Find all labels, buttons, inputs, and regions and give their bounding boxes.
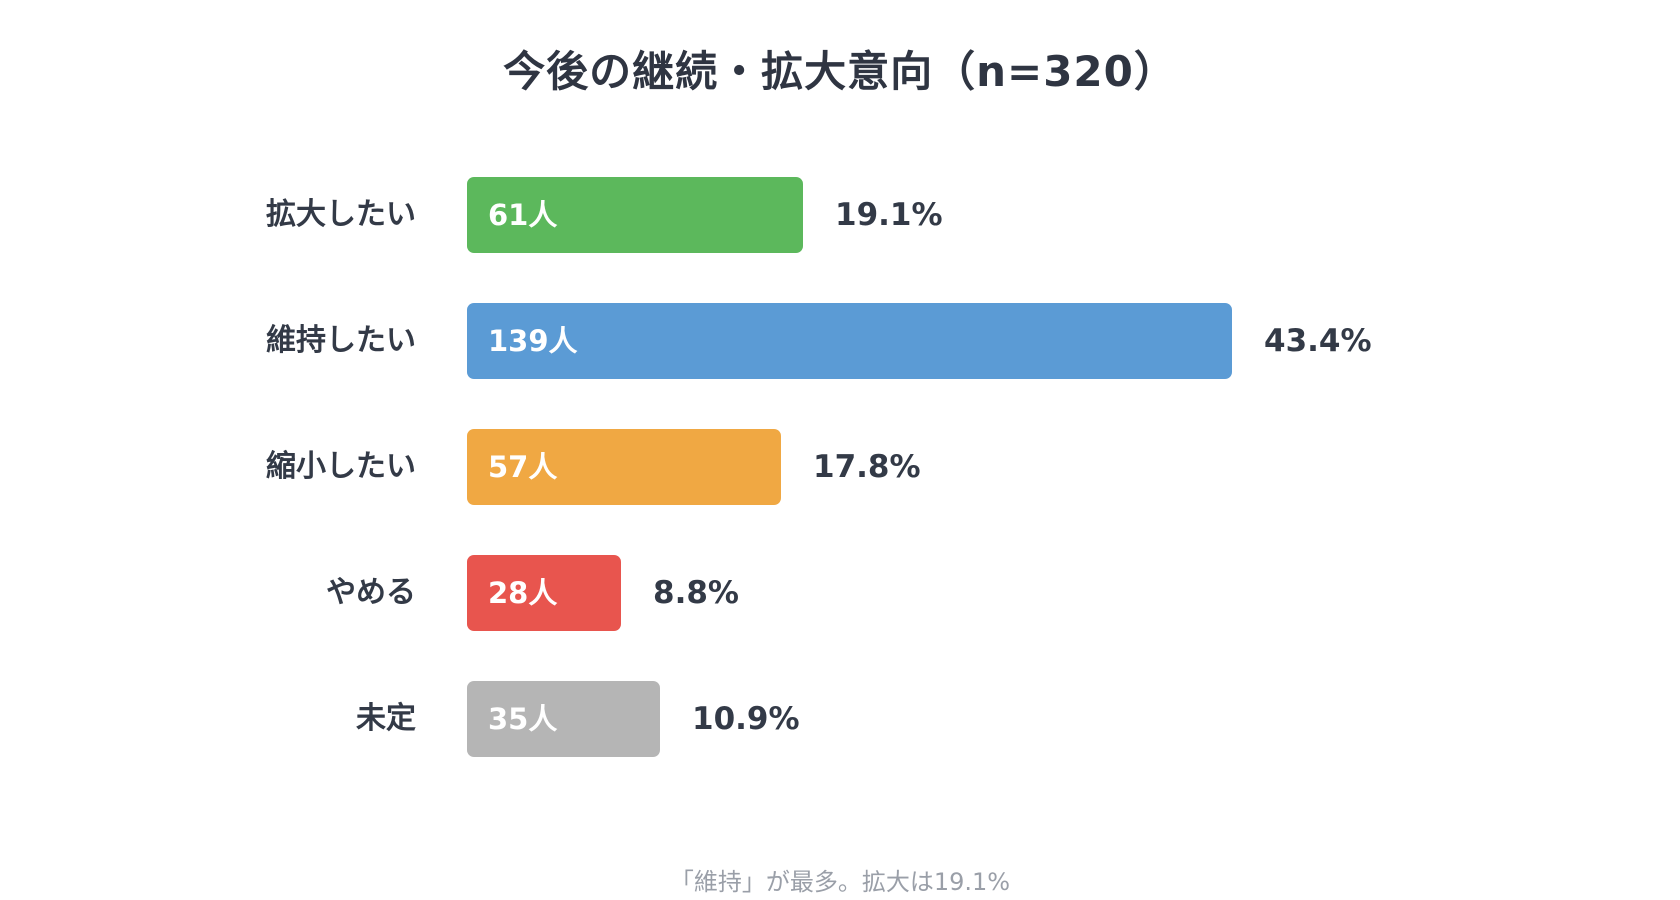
bar-row: 維持したい 139人 43.4% bbox=[0, 303, 1680, 379]
bar: 35人 bbox=[467, 681, 660, 757]
percent-label: 43.4% bbox=[1264, 323, 1372, 359]
category-label: 拡大したい bbox=[266, 197, 416, 232]
bar-count-label: 139人 bbox=[488, 324, 578, 358]
bar: 61人 bbox=[467, 177, 803, 253]
bar-count-label: 35人 bbox=[488, 702, 558, 736]
percent-label: 8.8% bbox=[653, 575, 739, 611]
category-label: 未定 bbox=[356, 701, 416, 736]
chart-title: 今後の継続・拡大意向（n=320） bbox=[503, 47, 1177, 96]
bar: 139人 bbox=[467, 303, 1232, 379]
percent-label: 17.8% bbox=[813, 449, 921, 485]
percent-label: 19.1% bbox=[835, 197, 943, 233]
category-label: 維持したい bbox=[266, 323, 416, 358]
bar-row: 縮小したい 57人 17.8% bbox=[0, 429, 1680, 505]
bar: 28人 bbox=[467, 555, 621, 631]
category-label: やめる bbox=[326, 575, 416, 610]
bar-count-label: 61人 bbox=[488, 198, 558, 232]
bar-row: 拡大したい 61人 19.1% bbox=[0, 177, 1680, 253]
percent-label: 10.9% bbox=[692, 701, 800, 737]
category-label: 縮小したい bbox=[266, 449, 416, 484]
bar-row: 未定 35人 10.9% bbox=[0, 681, 1680, 757]
bar-row: やめる 28人 8.8% bbox=[0, 555, 1680, 631]
bar-count-label: 57人 bbox=[488, 450, 558, 484]
chart-footnote: 「維持」が最多。拡大は19.1% bbox=[669, 868, 1011, 896]
bar-count-label: 28人 bbox=[488, 576, 558, 610]
bar: 57人 bbox=[467, 429, 781, 505]
